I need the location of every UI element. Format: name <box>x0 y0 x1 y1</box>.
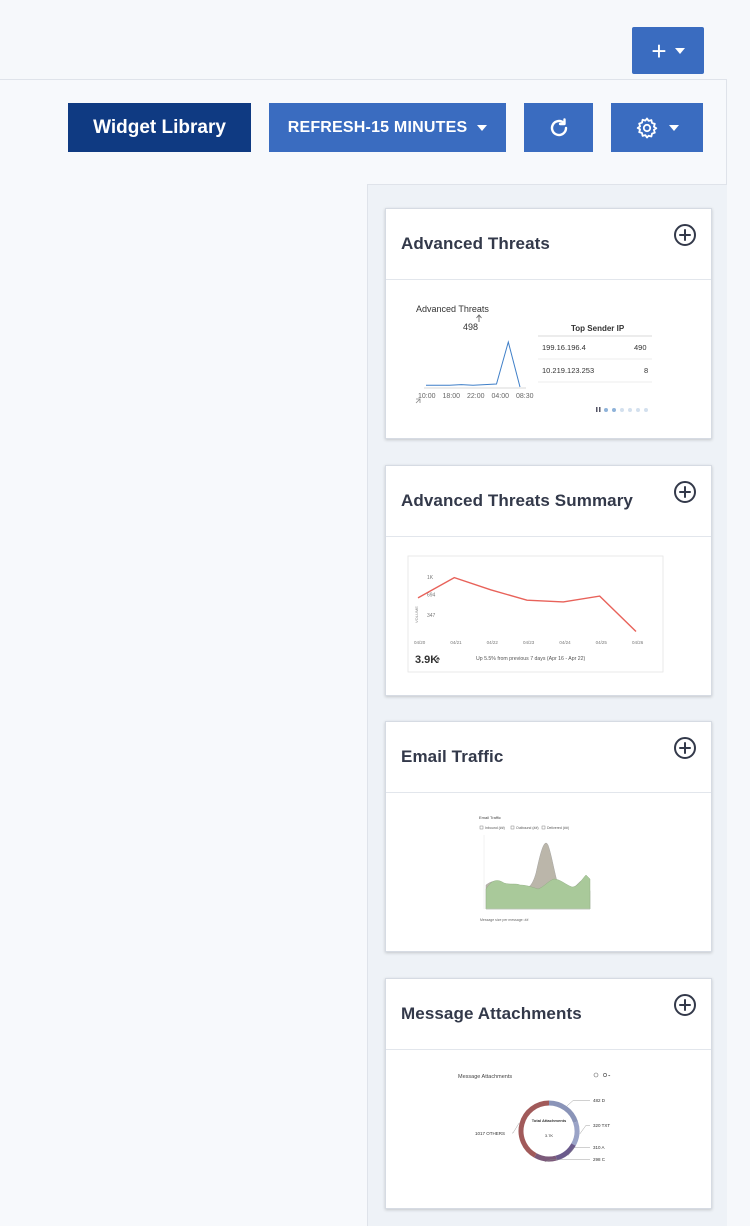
summary-series-line <box>417 576 637 633</box>
date-tick: 04/23 <box>523 640 535 645</box>
trend-note: Up 5.5% from previous 7 days (Apr 16 - A… <box>476 656 586 662</box>
date-tick: 04/20 <box>414 640 426 645</box>
preview-chart-title: Advanced Threats <box>416 304 489 314</box>
expand-icon <box>415 398 421 404</box>
email-footer: Message size per message: ## <box>480 918 528 922</box>
add-dropdown-button[interactable]: + <box>632 27 704 74</box>
slice-label-others: 1017 OTHERS <box>475 1131 505 1136</box>
time-tick: 18:00 <box>443 393 461 400</box>
settings-dropdown-button[interactable] <box>611 103 703 152</box>
donut-center-value: 3.7K <box>545 1133 554 1138</box>
y-tick: 347 <box>427 613 436 619</box>
date-tick: 04/26 <box>632 640 644 645</box>
chevron-down-icon <box>674 47 685 54</box>
date-tick: 04/25 <box>596 640 608 645</box>
time-tick: 04:00 <box>492 393 510 400</box>
donut-center-label: Total Attachments <box>532 1118 567 1123</box>
preview-total: 498 <box>463 322 478 332</box>
donut-slice-c <box>534 1153 557 1162</box>
y-tick: 694 <box>427 593 436 599</box>
add-widget-icon[interactable] <box>673 223 697 247</box>
add-widget-icon[interactable] <box>673 480 697 504</box>
refresh-interval-label: REFRESH-15 MINUTES <box>287 118 468 136</box>
legend-outbound: Outbound (##) <box>516 826 539 830</box>
add-widget-icon[interactable] <box>673 993 697 1017</box>
widget-title: Advanced Threats <box>401 234 550 253</box>
widget-title: Advanced Threats Summary <box>401 491 633 510</box>
date-tick: 04/24 <box>559 640 571 645</box>
date-tick: 04/22 <box>487 640 499 645</box>
summary-preview: VOLUME 1K 694 347 04/20 04/21 04/22 04/23 04/2… <box>407 555 664 673</box>
gear-icon <box>636 117 658 138</box>
widget-library-button[interactable]: Widget Library <box>68 103 251 152</box>
widget-card-email-traffic[interactable]: Email Traffic Email Traffic Inbound (##)… <box>385 721 712 952</box>
y-tick: 1K <box>427 575 434 581</box>
refresh-interval-dropdown[interactable]: REFRESH-15 MINUTES <box>269 103 506 152</box>
widget-card-advanced-threats-summary[interactable]: Advanced Threats Summary VOLUME 1K 694 347… <box>385 465 712 696</box>
table-count-1: 490 <box>634 343 647 352</box>
refresh-icon <box>593 1072 599 1078</box>
arrow-up-icon <box>476 314 482 322</box>
table-title: Top Sender IP <box>571 324 625 333</box>
widget-title: Message Attachments <box>401 1004 582 1023</box>
gear-icon <box>603 1073 607 1077</box>
preview-chart-title: Email Traffic <box>479 815 501 820</box>
table-ip-1: 199.16.196.4 <box>542 343 586 352</box>
chevron-down-icon <box>669 124 679 131</box>
table-ip-2: 10.219.123.253 <box>542 366 594 375</box>
time-tick: 22:00 <box>467 393 485 400</box>
widget-card-advanced-threats[interactable]: Advanced Threats Advanced Threats 498 10… <box>385 208 712 439</box>
plus-icon: + <box>651 35 667 66</box>
slice-label-txt: 320 TXT <box>593 1123 610 1128</box>
summary-total: 3.9K <box>415 654 438 666</box>
donut-slice-d <box>548 1100 578 1124</box>
legend-inbound: Inbound (##) <box>485 826 505 830</box>
slice-label-a: 310 A <box>593 1145 605 1150</box>
time-tick: 10:00 <box>418 393 436 400</box>
arrow-up-icon <box>435 656 441 663</box>
widget-title: Email Traffic <box>401 747 504 766</box>
donut-slice-txt <box>571 1121 580 1146</box>
donut-slice-others <box>518 1100 550 1158</box>
add-widget-icon[interactable] <box>673 736 697 760</box>
preview-chart-title: Message Attachments <box>458 1074 512 1080</box>
advanced-threats-preview: Advanced Threats 498 10:00 18:00 22:00 04:0… <box>415 304 652 412</box>
time-tick: 08:30 <box>516 393 534 400</box>
carousel-dots[interactable] <box>596 407 648 412</box>
top-bar: + <box>0 0 750 80</box>
table-count-2: 8 <box>644 366 648 375</box>
email-traffic-preview: Email Traffic Inbound (##) Outbound (##)… <box>479 815 591 922</box>
donut-slice-a <box>555 1143 576 1161</box>
chevron-down-icon <box>477 124 488 131</box>
slice-label-d: 482 D <box>593 1098 606 1103</box>
legend-delivered: Delivered (##) <box>547 826 569 830</box>
threats-series-line <box>426 340 521 388</box>
chevron-down-icon <box>608 1075 611 1077</box>
inbound-area <box>485 874 591 910</box>
date-tick: 04/21 <box>450 640 462 645</box>
slice-label-c: 298 C <box>593 1157 606 1162</box>
attachments-preview: Message Attachments Total Attachments 3.… <box>458 1072 611 1162</box>
y-axis-label: VOLUME <box>414 606 419 623</box>
reload-button[interactable] <box>524 103 593 152</box>
refresh-icon <box>550 117 567 136</box>
widget-card-message-attachments[interactable]: Message Attachments Message Attachments … <box>385 978 712 1209</box>
